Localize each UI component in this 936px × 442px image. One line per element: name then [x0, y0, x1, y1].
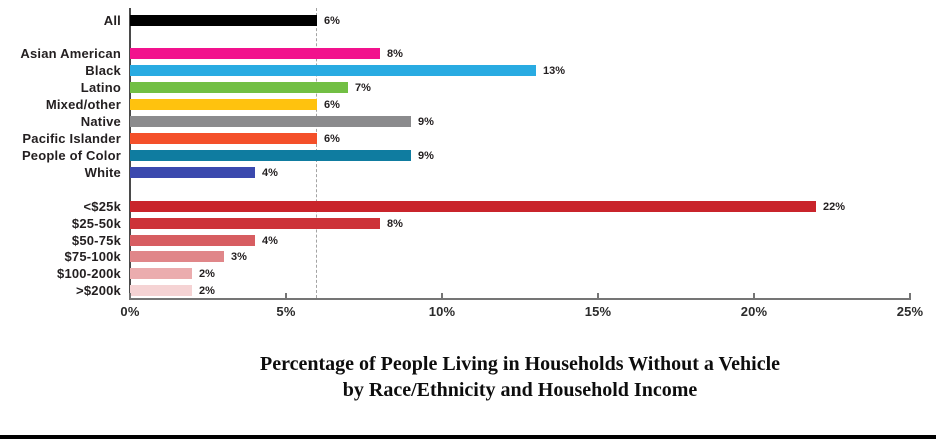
value-label-200k: 2% — [199, 285, 215, 297]
category-label-75-100k: $75-100k — [64, 249, 121, 264]
category-label-latino: Latino — [80, 80, 121, 95]
category-label-200k: >$200k — [76, 283, 121, 298]
value-label-all: 6% — [324, 15, 340, 27]
value-label-white: 4% — [262, 167, 278, 179]
bottom-divider — [0, 435, 936, 439]
chart-title-line-1: Percentage of People Living in Household… — [259, 353, 781, 375]
x-axis-tick-label: 0% — [120, 304, 140, 319]
bar-asian-american — [130, 48, 380, 59]
x-axis-tick — [129, 293, 131, 298]
value-label-mixed-other: 6% — [324, 99, 340, 111]
bar-white — [130, 167, 255, 178]
x-axis-tick-label: 25% — [896, 304, 924, 319]
chart-title-line-2: by Race/Ethnicity and Household Income — [342, 379, 698, 401]
value-label-pacific-islander: 6% — [324, 133, 340, 145]
bar-200k — [130, 285, 193, 296]
x-axis-tick-label: 5% — [276, 304, 296, 319]
value-label-native: 9% — [418, 116, 434, 128]
bar-latino — [130, 82, 349, 93]
category-label-25-50k: $25-50k — [71, 216, 121, 231]
category-label-all: All — [103, 13, 121, 28]
bar-people-of-color — [130, 150, 411, 161]
value-label-black: 13% — [543, 65, 566, 77]
bar-all — [130, 15, 318, 26]
value-label-25k: 22% — [823, 201, 846, 213]
category-label-people-of-color: People of Color — [21, 148, 121, 163]
x-axis-tick — [909, 293, 911, 298]
chart-title: Percentage of People Living in Household… — [130, 351, 910, 403]
category-label-50-75k: $50-75k — [71, 233, 121, 248]
bar-black — [130, 65, 536, 76]
category-label-native: Native — [80, 114, 121, 129]
value-label-25-50k: 8% — [387, 218, 403, 230]
bar-pacific-islander — [130, 133, 318, 144]
bar-50-75k — [130, 235, 255, 246]
value-label-75-100k: 3% — [231, 251, 247, 263]
x-axis-tick — [285, 293, 287, 298]
category-label-black: Black — [85, 63, 121, 78]
x-axis-tick — [597, 293, 599, 298]
value-label-latino: 7% — [355, 82, 371, 94]
bar-100-200k — [130, 268, 193, 279]
bar-75-100k — [130, 251, 224, 262]
value-label-people-of-color: 9% — [418, 150, 434, 162]
bar-native — [130, 116, 411, 127]
category-label-pacific-islander: Pacific Islander — [22, 131, 121, 146]
category-label-white: White — [84, 165, 121, 180]
x-axis-tick-label: 20% — [740, 304, 768, 319]
category-label-100-200k: $100-200k — [57, 266, 121, 281]
x-axis-tick-label: 10% — [428, 304, 456, 319]
x-axis-line — [129, 298, 911, 300]
x-axis-tick — [753, 293, 755, 298]
x-axis-tick-label: 15% — [584, 304, 612, 319]
category-label-25k: <$25k — [83, 199, 121, 214]
x-axis-tick — [441, 293, 443, 298]
category-label-mixed-other: Mixed/other — [45, 97, 121, 112]
bar-25k — [130, 201, 817, 212]
bar-mixed-other — [130, 99, 318, 110]
bar-25-50k — [130, 218, 380, 229]
value-label-asian-american: 8% — [387, 48, 403, 60]
value-label-50-75k: 4% — [262, 235, 278, 247]
category-label-asian-american: Asian American — [20, 46, 121, 61]
value-label-100-200k: 2% — [199, 268, 215, 280]
